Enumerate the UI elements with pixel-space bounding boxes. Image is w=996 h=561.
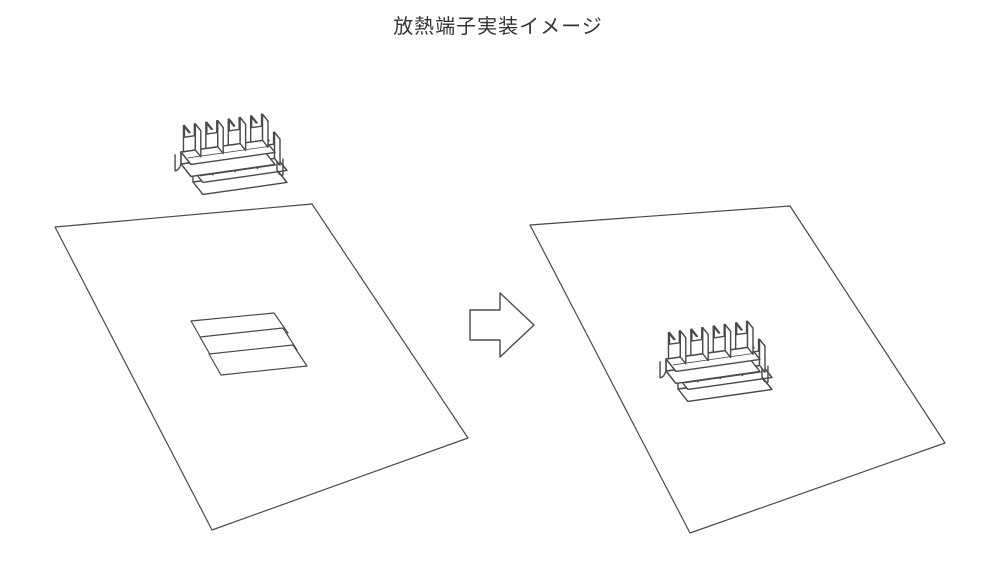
heat-terminal-mounted	[660, 321, 772, 401]
arrow-icon	[470, 293, 534, 357]
heat-terminal-floating	[175, 114, 287, 194]
diagram-svg	[0, 0, 996, 561]
